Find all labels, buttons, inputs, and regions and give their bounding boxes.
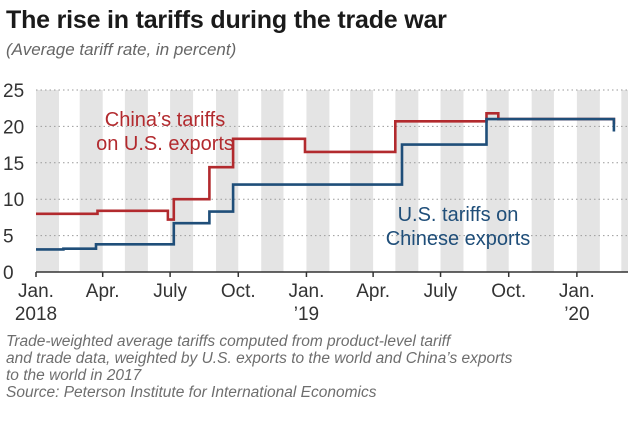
month-band: [261, 90, 284, 272]
month-band: [576, 90, 600, 272]
month-band: [216, 90, 239, 272]
x-tick-label: Jan.: [288, 281, 324, 302]
us-tariff-label: Chinese exports: [386, 228, 531, 250]
x-tick-year-label: ’20: [564, 304, 589, 325]
x-tick-label: July: [153, 281, 187, 302]
series-lines: [36, 112, 616, 251]
x-tick-year-label: ’19: [294, 304, 319, 325]
x-tick-label: Oct.: [491, 281, 526, 302]
china-tariff-line: [36, 112, 616, 221]
gridlines: [36, 89, 628, 273]
month-band: [531, 90, 554, 272]
note-line: and trade data, weighted by U.S. exports…: [6, 350, 513, 367]
chart-title: The rise in tariffs during the trade war: [6, 6, 447, 34]
month-band: [36, 90, 59, 272]
y-tick-label: 5: [3, 227, 14, 248]
month-band: [621, 90, 628, 272]
y-tick-label: 20: [3, 117, 24, 138]
month-band: [124, 90, 148, 272]
shaded-bands: [36, 90, 628, 272]
y-tick-label: 25: [3, 81, 24, 102]
note-line: to the world in 2017: [6, 367, 142, 384]
x-tick-label: Jan.: [18, 281, 54, 302]
y-axis-ticks: 0 5 10 15 20 25: [3, 81, 24, 284]
us-tariff-line: [36, 117, 616, 251]
note-line: Trade-weighted average tariffs computed …: [6, 333, 451, 350]
y-tick-label: 10: [3, 190, 24, 211]
x-tick-label: Apr.: [356, 281, 390, 302]
month-band: [440, 90, 464, 272]
month-band: [306, 90, 330, 272]
month-band: [486, 90, 509, 272]
month-band: [79, 90, 103, 272]
x-tick-label: July: [424, 281, 458, 302]
x-tick-year-label: 2018: [15, 304, 57, 325]
x-tick-label: Jan.: [559, 281, 595, 302]
chart-notes: Trade-weighted average tariffs computed …: [6, 333, 634, 401]
us-tariff-label: U.S. tariffs on: [398, 204, 519, 226]
x-tick-label: Apr.: [86, 281, 120, 302]
china-tariff-label: on U.S. exports: [96, 133, 234, 155]
month-band: [350, 90, 374, 272]
china-tariff-label: China’s tariffs: [105, 109, 225, 131]
month-band: [395, 90, 419, 272]
chart-subtitle: (Average tariff rate, in percent): [6, 40, 237, 59]
x-tick-label: Oct.: [221, 281, 256, 302]
month-band: [170, 90, 194, 272]
source-note: Source: Peterson Institute for Internati…: [6, 384, 377, 401]
y-tick-label: 15: [3, 154, 24, 175]
y-tick-label: 0: [3, 263, 14, 284]
